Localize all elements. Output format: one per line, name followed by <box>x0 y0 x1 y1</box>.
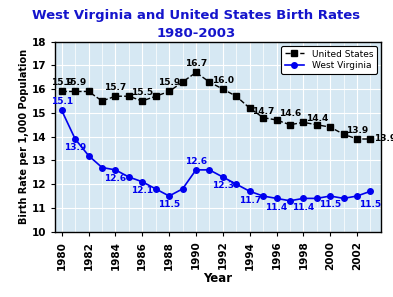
X-axis label: Year: Year <box>204 272 233 285</box>
West Virginia <box>274 197 279 200</box>
Text: 12.3: 12.3 <box>212 181 234 190</box>
Line: West Virginia: West Virginia <box>59 108 373 203</box>
Text: 14.7: 14.7 <box>252 107 274 116</box>
West Virginia <box>368 189 373 193</box>
United States <box>127 94 131 98</box>
Text: 11.4: 11.4 <box>292 203 314 212</box>
United States <box>167 90 171 93</box>
United States <box>288 123 292 127</box>
Text: 11.7: 11.7 <box>239 195 261 205</box>
Text: 12.6: 12.6 <box>185 157 207 166</box>
United States <box>247 106 252 110</box>
West Virginia <box>234 182 239 186</box>
Text: 12.6: 12.6 <box>105 174 127 183</box>
Text: 11.4: 11.4 <box>265 203 288 212</box>
West Virginia <box>355 194 360 198</box>
United States <box>355 137 360 141</box>
United States <box>153 94 158 98</box>
Text: 15.9: 15.9 <box>64 78 86 87</box>
West Virginia <box>127 175 131 179</box>
West Virginia <box>86 154 91 157</box>
Y-axis label: Birth Rate per 1,000 Population: Birth Rate per 1,000 Population <box>18 49 29 224</box>
United States <box>328 125 332 129</box>
Text: 15.1: 15.1 <box>51 97 73 106</box>
Text: 13.9: 13.9 <box>346 126 368 135</box>
West Virginia <box>314 197 319 200</box>
United States <box>59 90 64 93</box>
West Virginia <box>73 137 77 141</box>
Text: 11.5: 11.5 <box>360 200 382 209</box>
Line: United States: United States <box>59 70 373 142</box>
West Virginia <box>167 194 171 198</box>
United States <box>180 80 185 84</box>
United States <box>301 121 306 124</box>
West Virginia <box>180 187 185 191</box>
West Virginia <box>328 194 332 198</box>
West Virginia <box>301 197 306 200</box>
Text: 12.1: 12.1 <box>131 186 153 195</box>
West Virginia <box>341 197 346 200</box>
West Virginia <box>207 168 212 172</box>
United States <box>194 71 198 74</box>
Text: West Virginia and United States Birth Rates: West Virginia and United States Birth Ra… <box>33 9 360 22</box>
United States <box>341 132 346 136</box>
United States <box>113 94 118 98</box>
United States <box>207 80 212 84</box>
Text: 14.6: 14.6 <box>279 109 301 118</box>
United States <box>73 90 77 93</box>
United States <box>368 137 373 141</box>
West Virginia <box>247 189 252 193</box>
United States <box>274 118 279 122</box>
United States <box>140 99 145 103</box>
Text: 13.9: 13.9 <box>375 135 393 143</box>
West Virginia <box>288 199 292 203</box>
West Virginia <box>113 168 118 172</box>
United States <box>261 116 265 119</box>
Text: 16.0: 16.0 <box>212 76 234 85</box>
Text: 11.5: 11.5 <box>158 200 180 209</box>
United States <box>234 94 239 98</box>
Text: 13.9: 13.9 <box>64 143 86 152</box>
West Virginia <box>153 187 158 191</box>
United States <box>100 99 105 103</box>
West Virginia <box>220 175 225 179</box>
Legend: United States, West Virginia: United States, West Virginia <box>281 46 377 74</box>
United States <box>86 90 91 93</box>
Text: 15.5: 15.5 <box>131 88 153 97</box>
Text: 14.4: 14.4 <box>306 114 328 123</box>
Text: 16.7: 16.7 <box>185 59 207 68</box>
West Virginia <box>140 180 145 184</box>
West Virginia <box>59 109 64 112</box>
Text: 15.9: 15.9 <box>158 78 180 87</box>
West Virginia <box>194 168 198 172</box>
Text: 15.7: 15.7 <box>104 83 127 92</box>
West Virginia <box>100 166 105 169</box>
United States <box>314 123 319 127</box>
United States <box>220 87 225 91</box>
Text: 1980-2003: 1980-2003 <box>157 27 236 40</box>
West Virginia <box>261 194 265 198</box>
Text: 11.5: 11.5 <box>319 200 341 209</box>
Text: 15.9: 15.9 <box>51 78 73 87</box>
